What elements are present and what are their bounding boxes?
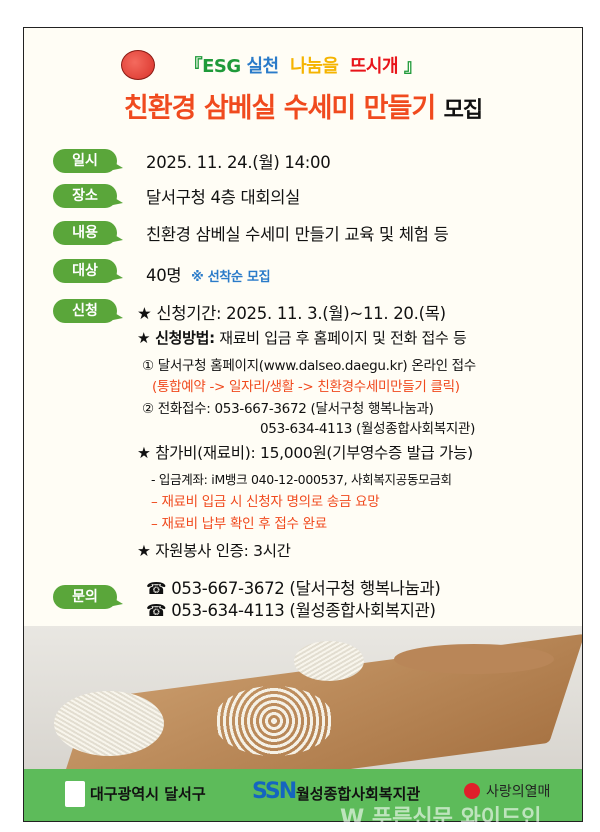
inquiry-phone2: ☎ 053-634-4113 (월성종합사회복지관) (146, 601, 436, 620)
footer: 대구광역시 달서구 SSN 월성종합사회복지관 사랑의열매 (24, 769, 582, 821)
place-value: 달서구청 4층 대회의실 (146, 188, 301, 207)
label-apply: 신청 (53, 299, 123, 323)
dalseo-logo-icon (65, 781, 85, 807)
apply-volunteer: ★ 자원봉사 인증: 3시간 (137, 542, 291, 560)
apply-account: - 입금계좌: iM뱅크 040-12-000537, 사회복지공동모금회 (151, 472, 452, 487)
org-wolseong: 월성종합사회복지관 (296, 785, 421, 803)
label-target: 대상 (53, 259, 123, 283)
poster: 『ESG 실천 나눔을 뜨시개 』 친환경 삼베실 수세미 만들기 모집 일시 … (23, 27, 583, 822)
slogan: 『ESG 실천 나눔을 뜨시개 』 (184, 56, 422, 77)
content-value: 친환경 삼베실 수세미 만들기 교육 및 체험 등 (146, 225, 449, 244)
ssn-logo: SSN (252, 779, 297, 804)
apply-period: ★ 신청기간: 2025. 11. 3.(월)~11. 20.(목) (137, 304, 446, 323)
apply-phone2: 053-634-4113 (월성종합사회복지관) (260, 421, 476, 437)
apply-method: ★ 신청방법: 재료비 입금 후 홈페이지 및 전화 접수 등 (137, 329, 467, 347)
org-dalseo: 대구광역시 달서구 (90, 785, 206, 803)
apply-online-path: (통합예약 -> 일자리/생활 -> 친환경수세미만들기 클릭) (152, 379, 460, 395)
label-inquiry: 문의 (53, 585, 123, 609)
apply-note2: – 재료비 납부 확인 후 접수 완료 (151, 516, 327, 532)
label-date: 일시 (53, 149, 123, 173)
crochet-photo (24, 626, 582, 809)
apply-phone: ② 전화접수: 053-667-3672 (달서구청 행복나눔과) (142, 401, 434, 417)
label-content: 내용 (53, 221, 123, 245)
target-value: 40명 ※ 선착순 모집 (146, 266, 271, 285)
page-title: 친환경 삼베실 수세미 만들기 모집 (123, 93, 483, 124)
apply-note1: – 재료비 입금 시 신청자 명의로 송금 요망 (151, 494, 380, 510)
inquiry-phone1: ☎ 053-667-3672 (달서구청 행복나눔과) (146, 579, 441, 598)
org-love-fruit: 사랑의열매 (486, 784, 551, 800)
date-value: 2025. 11. 24.(월) 14:00 (146, 153, 331, 172)
apply-online: ① 달서구청 홈페이지(www.dalseo.daegu.kr) 온라인 접수 (142, 358, 476, 374)
apply-fee: ★ 참가비(재료비): 15,000원(기부영수증 발급 가능) (137, 444, 473, 462)
watermark: W 푸른신문 와이드인 (340, 806, 542, 831)
label-place: 장소 (53, 184, 123, 208)
love-fruit-icon (464, 783, 480, 799)
yarn-ball-icon (121, 50, 155, 80)
